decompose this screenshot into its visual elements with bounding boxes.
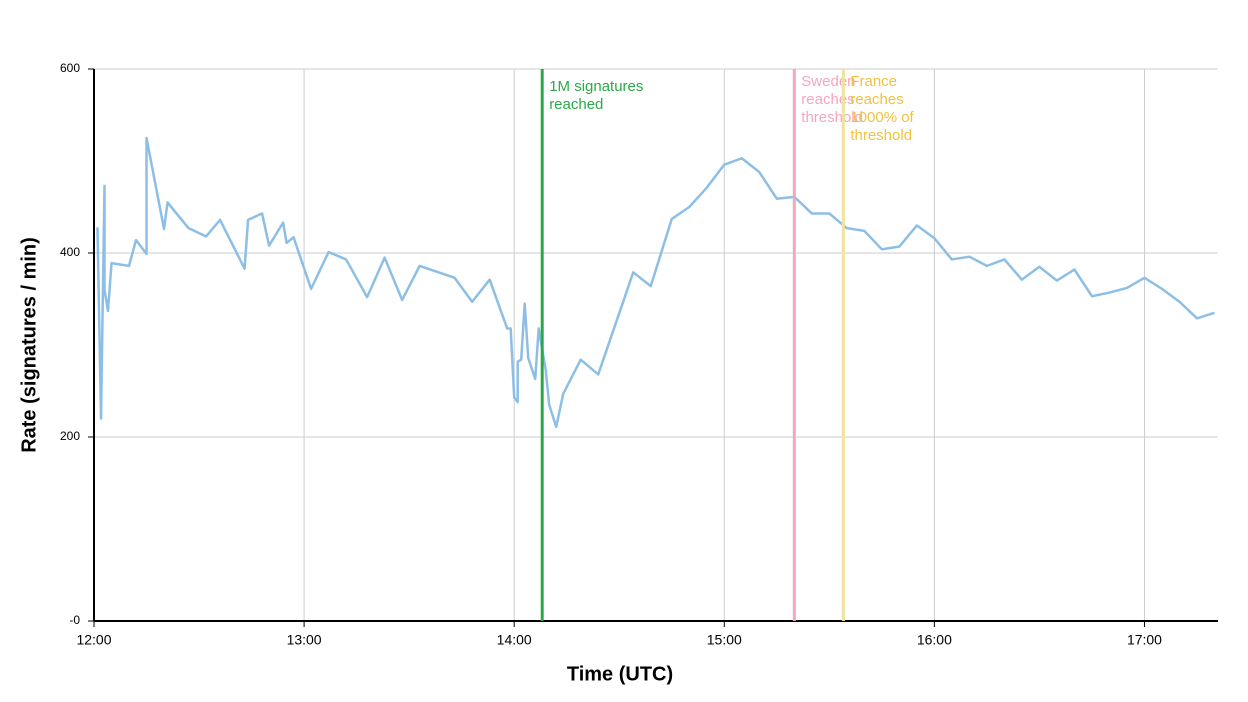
x-tick-label: 14:00 <box>497 632 532 648</box>
x-tick-label: 15:00 <box>707 632 742 648</box>
annotation-text: reaches <box>850 91 903 108</box>
annotation-text: France <box>850 73 897 90</box>
annotation-text: threshold <box>801 109 863 126</box>
x-tick-label: 12:00 <box>76 632 111 648</box>
x-axis-label: Time (UTC) <box>567 663 673 685</box>
annotation-text: reaches <box>801 91 854 108</box>
y-tick-label: 200 <box>60 429 80 443</box>
y-tick-label: -0 <box>69 613 80 627</box>
annotation-text: reached <box>549 96 603 113</box>
x-tick-label: 17:00 <box>1127 632 1162 648</box>
line <box>96 136 1215 429</box>
y-tick-label: 600 <box>60 61 80 75</box>
x-tick-label: 16:00 <box>917 632 952 648</box>
y-axis-label: Rate (signatures / min) <box>18 237 40 453</box>
annotation-text: Sweden <box>801 73 855 90</box>
annotation-text: 1M signatures <box>549 78 643 95</box>
annotation-text: threshold <box>850 127 912 144</box>
y-tick-label: 400 <box>60 245 80 259</box>
annotation-text: 1000% of <box>850 109 914 126</box>
x-tick-label: 13:00 <box>287 632 322 648</box>
